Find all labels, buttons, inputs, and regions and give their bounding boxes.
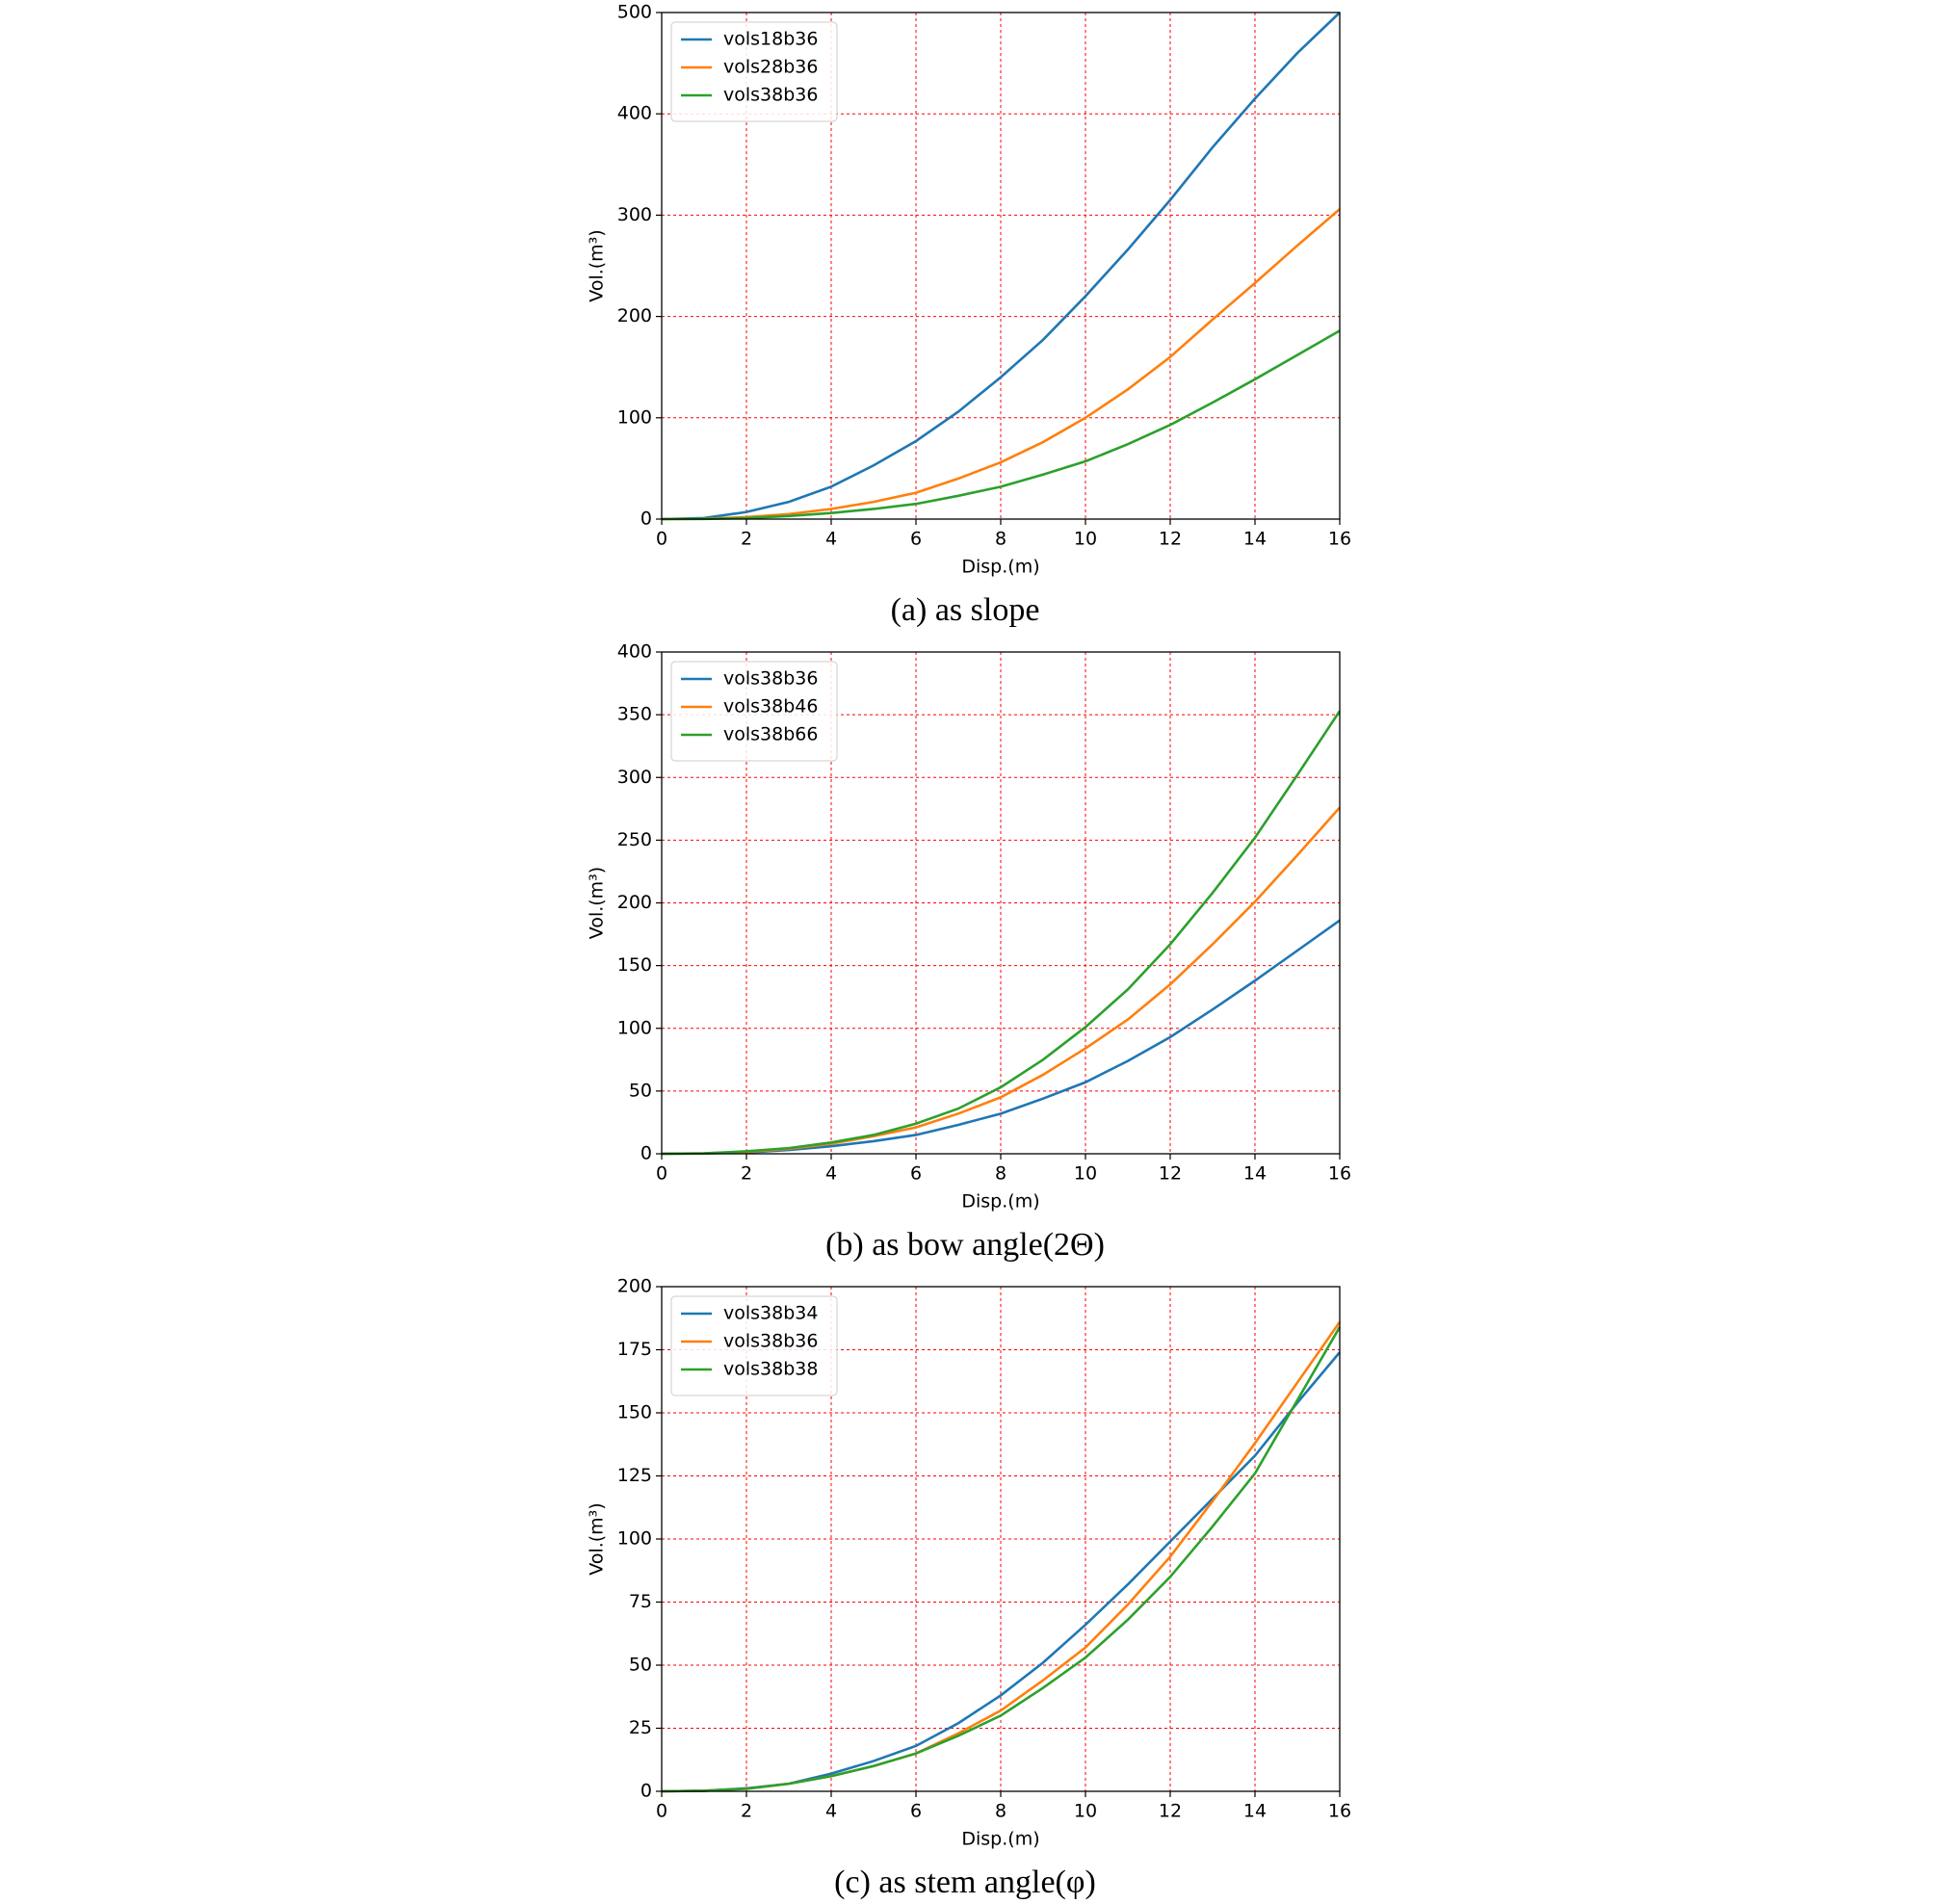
legend: vols38b36 vols38b46 vols38b66: [670, 661, 838, 762]
x-axis-label: Disp.(m): [961, 1191, 1039, 1213]
x-tick-label: 0: [656, 1801, 667, 1822]
y-tick-label: 400: [617, 103, 652, 124]
data-line: [661, 919, 1341, 1156]
y-tick-label: 200: [617, 305, 652, 326]
legend-label: vols38b66: [723, 724, 818, 745]
y-tick-label: 200: [617, 892, 652, 913]
y-tick-label: 300: [617, 204, 652, 225]
x-tick-label: 4: [825, 1163, 837, 1185]
x-tick-label: 2: [741, 1163, 752, 1185]
y-tick-label: 150: [617, 1402, 652, 1423]
y-tick-label: 25: [629, 1717, 652, 1738]
y-tick-label: 50: [629, 1080, 652, 1101]
x-tick-label: 16: [1328, 1801, 1351, 1822]
x-tick-label: 6: [910, 1163, 922, 1185]
x-tick-label: 12: [1159, 1163, 1182, 1185]
data-line: [661, 208, 1341, 521]
data-line: [661, 12, 1341, 521]
x-tick-label: 2: [741, 529, 752, 550]
caption: (a) as slope: [891, 592, 1040, 628]
x-tick-label: 6: [910, 529, 922, 550]
caption: (c) as stem angle(φ): [834, 1865, 1096, 1900]
x-tick-label: 8: [995, 1801, 1006, 1822]
x-tick-label: 16: [1328, 1163, 1351, 1185]
legend-label: vols38b36: [723, 85, 818, 106]
y-tick-label: 500: [617, 2, 652, 23]
y-tick-label: 175: [617, 1339, 652, 1360]
y-tick-label: 75: [629, 1591, 652, 1612]
y-tick-label: 300: [617, 767, 652, 788]
y-tick-label: 200: [617, 1276, 652, 1297]
legend-label: vols38b36: [723, 1331, 818, 1352]
x-tick-label: 4: [825, 1801, 837, 1822]
x-axis-label: Disp.(m): [961, 557, 1039, 578]
x-tick-label: 4: [825, 529, 837, 550]
x-tick-label: 10: [1074, 529, 1097, 550]
legend: vols18b36 vols28b36 vols38b36: [670, 21, 838, 122]
legend-label: vols38b36: [723, 668, 818, 690]
caption: (b) as bow angle(2Θ): [825, 1227, 1105, 1263]
legend-box: [670, 21, 838, 122]
x-tick-label: 14: [1243, 529, 1267, 550]
y-tick-label: 50: [629, 1655, 652, 1676]
y-tick-label: 100: [617, 406, 652, 428]
data-line: [661, 329, 1341, 521]
legend-label: vols38b34: [723, 1303, 818, 1324]
x-axis-label: Disp.(m): [961, 1829, 1039, 1850]
x-tick-label: 10: [1074, 1163, 1097, 1185]
legend-box: [670, 661, 838, 762]
y-tick-label: 0: [640, 1781, 652, 1802]
y-axis-label: Vol.(m³): [587, 1502, 608, 1575]
y-tick-label: 400: [617, 641, 652, 663]
legend-label: vols38b46: [723, 696, 818, 717]
legend-label: vols18b36: [723, 29, 818, 50]
data-line: [661, 1326, 1342, 1793]
x-tick-label: 16: [1328, 529, 1351, 550]
y-tick-label: 0: [640, 509, 652, 530]
x-tick-label: 2: [741, 1801, 752, 1822]
x-tick-label: 8: [995, 529, 1006, 550]
y-tick-label: 100: [617, 1017, 652, 1038]
y-tick-label: 250: [617, 829, 652, 850]
y-tick-label: 125: [617, 1465, 652, 1486]
x-tick-label: 8: [995, 1163, 1006, 1185]
y-axis-label: Vol.(m³): [587, 229, 608, 301]
data-line: [661, 710, 1342, 1156]
x-tick-label: 12: [1159, 529, 1182, 550]
x-tick-label: 0: [656, 529, 667, 550]
y-tick-label: 100: [617, 1528, 652, 1550]
x-tick-label: 14: [1243, 1801, 1267, 1822]
x-tick-label: 10: [1074, 1801, 1097, 1822]
legend: vols38b34 vols38b36 vols38b38: [670, 1295, 838, 1396]
x-tick-label: 14: [1243, 1163, 1267, 1185]
y-tick-label: 150: [617, 954, 652, 976]
legend-label: vols38b38: [723, 1359, 818, 1380]
legend-box: [670, 1295, 838, 1396]
x-tick-label: 0: [656, 1163, 667, 1185]
y-tick-label: 350: [617, 704, 652, 725]
x-tick-label: 6: [910, 1801, 922, 1822]
x-tick-label: 12: [1159, 1801, 1182, 1822]
legend-label: vols28b36: [723, 57, 818, 78]
y-axis-label: Vol.(m³): [587, 867, 608, 939]
y-tick-label: 0: [640, 1143, 652, 1164]
